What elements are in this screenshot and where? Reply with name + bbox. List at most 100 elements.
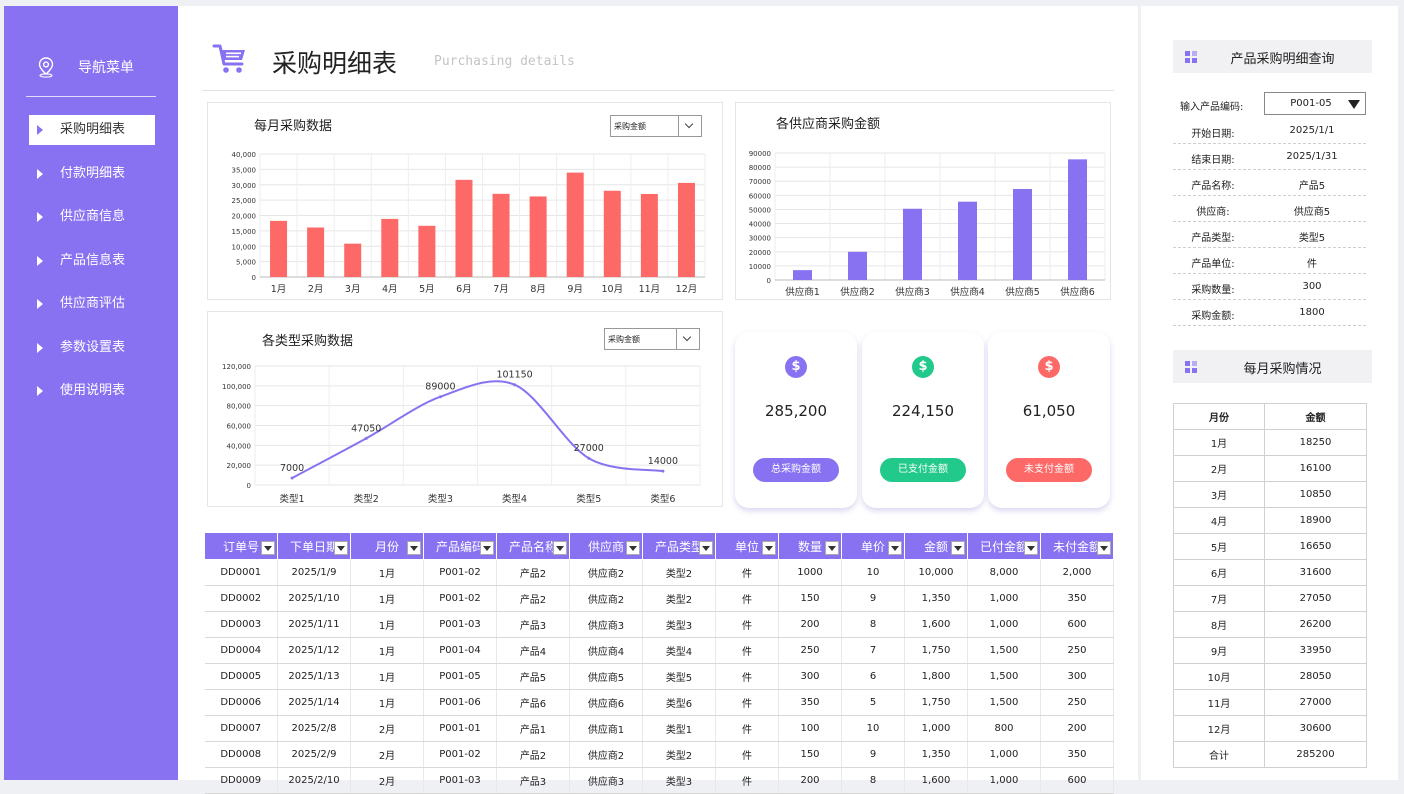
- column-header[interactable]: 订单号: [204, 532, 278, 560]
- bar[interactable]: [1013, 188, 1032, 280]
- table-cell[interactable]: 1,600: [904, 767, 968, 794]
- table-cell[interactable]: 8: [841, 611, 905, 638]
- table-cell[interactable]: 1月: [350, 585, 424, 612]
- filter-dropdown-icon[interactable]: [699, 541, 713, 555]
- filter-dropdown-icon[interactable]: [407, 541, 421, 555]
- sidebar-item-5[interactable]: 供应商评估: [29, 289, 155, 319]
- table-cell[interactable]: DD0004: [204, 637, 278, 664]
- table-cell[interactable]: 件: [715, 559, 779, 586]
- table-cell[interactable]: 供应商1: [569, 715, 643, 742]
- table-cell[interactable]: 1月: [350, 637, 424, 664]
- bar[interactable]: [381, 218, 399, 277]
- filter-dropdown-icon[interactable]: [762, 541, 776, 555]
- filter-dropdown-icon[interactable]: [888, 541, 902, 555]
- table-cell[interactable]: P001-02: [423, 741, 497, 768]
- table-cell[interactable]: 件: [715, 767, 779, 794]
- table-cell[interactable]: DD0007: [204, 715, 278, 742]
- kpi-label-pill[interactable]: 未支付金额: [1006, 458, 1092, 482]
- table-cell[interactable]: 150: [778, 741, 842, 768]
- bar[interactable]: [603, 190, 621, 277]
- table-cell[interactable]: 件: [715, 637, 779, 664]
- column-header[interactable]: 未付金额: [1040, 532, 1114, 560]
- filter-dropdown-icon[interactable]: [480, 541, 494, 555]
- sidebar-item-3[interactable]: 供应商信息: [29, 202, 155, 232]
- table-cell[interactable]: 100: [778, 715, 842, 742]
- data-point[interactable]: [290, 476, 294, 480]
- column-header[interactable]: 下单日期: [277, 532, 351, 560]
- table-cell[interactable]: 300: [1040, 663, 1114, 690]
- table-cell[interactable]: 产品3: [496, 767, 570, 794]
- series-line[interactable]: [291, 380, 664, 479]
- table-cell[interactable]: 1,000: [967, 741, 1041, 768]
- sidebar-item-7[interactable]: 使用说明表: [29, 376, 155, 406]
- table-cell[interactable]: 件: [715, 585, 779, 612]
- table-cell[interactable]: 10: [841, 559, 905, 586]
- bar[interactable]: [1068, 159, 1087, 280]
- bar[interactable]: [903, 208, 922, 280]
- table-cell[interactable]: 800: [967, 715, 1041, 742]
- table-cell[interactable]: 供应商5: [569, 663, 643, 690]
- filter-dropdown-icon[interactable]: [626, 541, 640, 555]
- table-cell[interactable]: 产品6: [496, 689, 570, 716]
- monthly-metric-select[interactable]: 采购金额: [610, 115, 702, 137]
- table-cell[interactable]: 9: [841, 585, 905, 612]
- table-cell[interactable]: DD0003: [204, 611, 278, 638]
- column-header[interactable]: 月份: [350, 532, 424, 560]
- table-cell[interactable]: 2025/1/12: [277, 637, 351, 664]
- bar[interactable]: [848, 251, 867, 280]
- sidebar-item-2[interactable]: 付款明细表: [29, 159, 155, 189]
- table-cell[interactable]: DD0005: [204, 663, 278, 690]
- table-cell[interactable]: 10: [841, 715, 905, 742]
- table-cell[interactable]: 1月: [350, 611, 424, 638]
- table-cell[interactable]: 件: [715, 741, 779, 768]
- table-cell[interactable]: P001-02: [423, 559, 497, 586]
- table-cell[interactable]: 类型2: [642, 741, 716, 768]
- caret-down-icon[interactable]: [1348, 100, 1360, 109]
- table-cell[interactable]: 350: [1040, 585, 1114, 612]
- table-cell[interactable]: 1,000: [967, 585, 1041, 612]
- table-cell[interactable]: 9: [841, 741, 905, 768]
- sidebar-item-6[interactable]: 参数设置表: [29, 333, 155, 363]
- table-cell[interactable]: 1,000: [967, 767, 1041, 794]
- table-cell[interactable]: 类型5: [642, 663, 716, 690]
- table-cell[interactable]: 2025/2/10: [277, 767, 351, 794]
- table-cell[interactable]: 1月: [350, 689, 424, 716]
- table-cell[interactable]: 150: [778, 585, 842, 612]
- table-cell[interactable]: 产品2: [496, 585, 570, 612]
- table-cell[interactable]: 250: [1040, 637, 1114, 664]
- kpi-label-pill[interactable]: 总采购金额: [753, 458, 839, 482]
- table-cell[interactable]: P001-05: [423, 663, 497, 690]
- table-cell[interactable]: 供应商3: [569, 767, 643, 794]
- table-cell[interactable]: 7: [841, 637, 905, 664]
- filter-dropdown-icon[interactable]: [1097, 541, 1111, 555]
- table-cell[interactable]: 1,600: [904, 611, 968, 638]
- table-cell[interactable]: 供应商6: [569, 689, 643, 716]
- table-cell[interactable]: 1,500: [967, 689, 1041, 716]
- table-cell[interactable]: 产品2: [496, 741, 570, 768]
- table-cell[interactable]: 350: [1040, 741, 1114, 768]
- table-cell[interactable]: 1,350: [904, 741, 968, 768]
- table-cell[interactable]: P001-02: [423, 585, 497, 612]
- table-cell[interactable]: 8,000: [967, 559, 1041, 586]
- table-cell[interactable]: P001-03: [423, 611, 497, 638]
- data-point[interactable]: [438, 395, 442, 399]
- table-cell[interactable]: 件: [715, 663, 779, 690]
- table-cell[interactable]: 200: [778, 611, 842, 638]
- table-cell[interactable]: 600: [1040, 611, 1114, 638]
- table-cell[interactable]: 供应商2: [569, 559, 643, 586]
- table-cell[interactable]: 类型1: [642, 715, 716, 742]
- column-header[interactable]: 产品类型: [642, 532, 716, 560]
- table-cell[interactable]: 250: [778, 637, 842, 664]
- table-cell[interactable]: 产品2: [496, 559, 570, 586]
- column-header[interactable]: 已付金额: [967, 532, 1041, 560]
- table-cell[interactable]: 1000: [778, 559, 842, 586]
- table-cell[interactable]: 供应商3: [569, 611, 643, 638]
- column-header[interactable]: 产品名称: [496, 532, 570, 560]
- filter-dropdown-icon[interactable]: [261, 541, 275, 555]
- bar[interactable]: [492, 193, 510, 277]
- filter-dropdown-icon[interactable]: [825, 541, 839, 555]
- table-cell[interactable]: 供应商4: [569, 637, 643, 664]
- table-cell[interactable]: 1,000: [904, 715, 968, 742]
- table-cell[interactable]: 5: [841, 689, 905, 716]
- bar[interactable]: [677, 182, 695, 277]
